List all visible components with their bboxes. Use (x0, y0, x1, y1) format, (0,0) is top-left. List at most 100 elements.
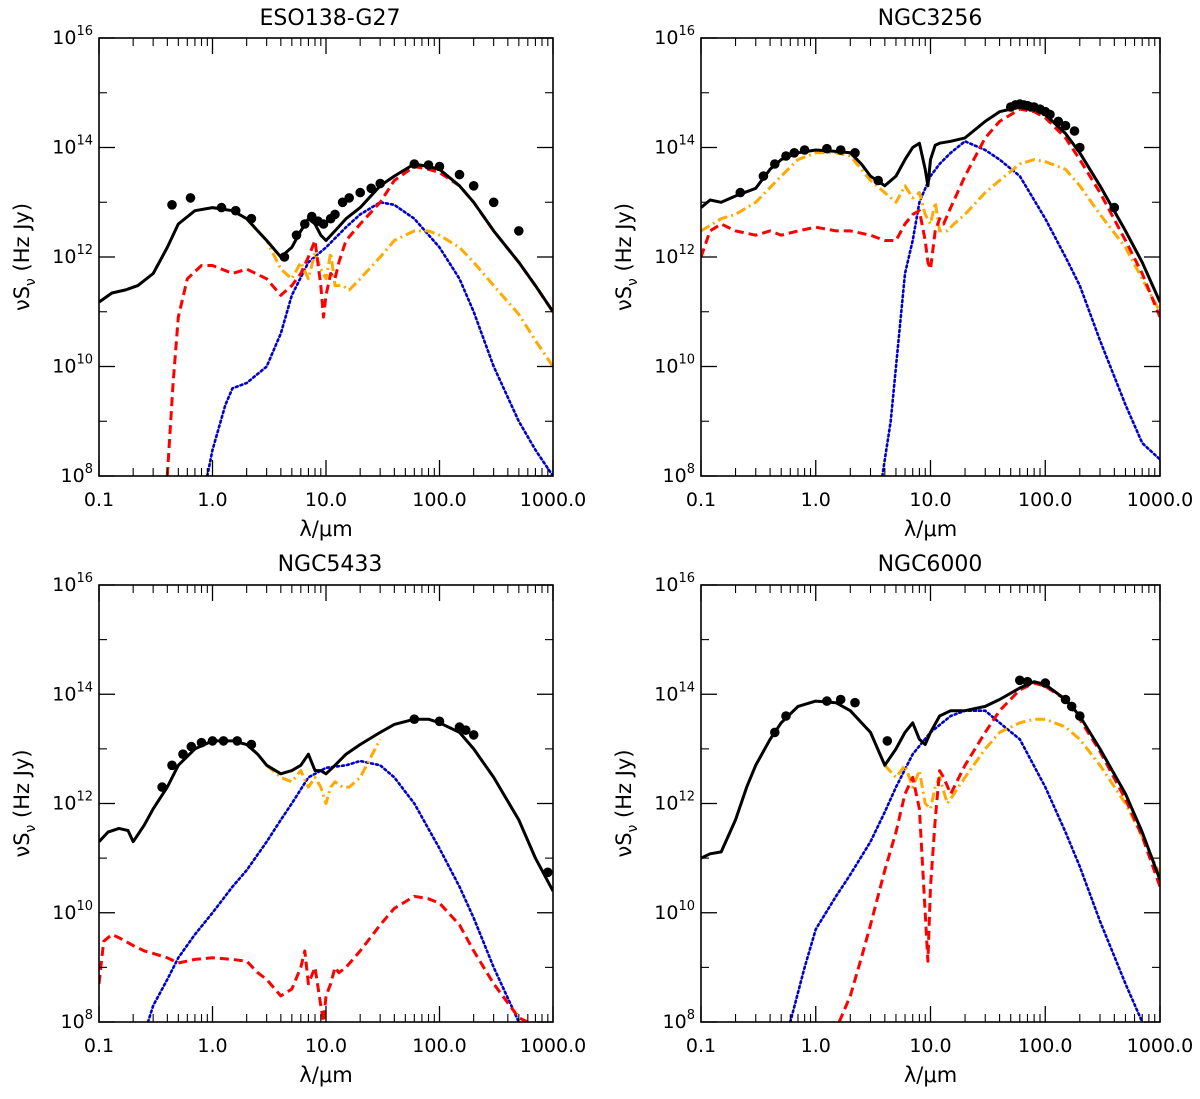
data-point (781, 711, 791, 721)
data-point (735, 187, 746, 198)
x-tick-label: 0.1 (84, 489, 114, 511)
panel-4: NGC6000 0.1 1.0 10.0 100.0 1000.0 108 1010 1012… (612, 552, 1193, 1087)
data-point (157, 782, 167, 792)
y-tick-label: 1014 (52, 134, 93, 159)
y-tick-label: 1014 (52, 680, 93, 705)
data-point (186, 741, 197, 752)
y-tick-label: 1010 (52, 353, 93, 378)
x-tick-label: 100.0 (412, 1035, 466, 1057)
y-tick-label: 1012 (654, 790, 695, 815)
data-point (1066, 701, 1077, 712)
data-point (434, 716, 445, 727)
data-point (1075, 711, 1085, 721)
series-dashed-line (701, 107, 1160, 318)
x-tick-label: 10.0 (305, 1035, 347, 1057)
data-point (216, 202, 227, 213)
series-dotted-line (881, 140, 1160, 476)
data-point (822, 143, 832, 154)
y-axis-label: νSν (Hz Jy) (10, 749, 39, 857)
axes-frame (700, 584, 1161, 1023)
data-point (196, 737, 207, 748)
y-tick-label: 108 (61, 1008, 93, 1033)
data-point (850, 148, 860, 158)
data-point (366, 183, 377, 194)
data-point (781, 151, 791, 161)
data-point (1109, 202, 1120, 213)
x-tick-label: 1000.0 (1127, 489, 1193, 511)
data-point (1075, 142, 1085, 153)
data-point (1022, 676, 1033, 687)
x-axis-label: λ/μm (299, 1063, 352, 1087)
y-tick-label: 108 (61, 462, 93, 487)
y-tick-label: 1016 (654, 24, 695, 49)
x-axis-label: λ/μm (904, 1063, 957, 1087)
y-tick-label: 1014 (654, 134, 695, 159)
x-tick-label: 0.1 (84, 1035, 114, 1057)
x-tick-label: 10.0 (909, 489, 951, 511)
y-tick-label: 1012 (654, 243, 695, 268)
series-solid-line (99, 162, 553, 313)
y-tick-label: 1012 (52, 790, 93, 815)
y-axis-label: νSν (Hz Jy) (612, 749, 641, 857)
data-point (279, 252, 290, 262)
data-point (873, 175, 883, 186)
plot-area (701, 99, 1160, 476)
series-dashdot-line (883, 717, 1160, 876)
y-tick-label: 1014 (654, 680, 695, 705)
series-solid-line (701, 105, 1160, 303)
series-dashdot-line (265, 738, 382, 805)
data-point (355, 187, 366, 198)
data-point (207, 736, 218, 746)
data-point (232, 736, 242, 746)
data-point (882, 736, 893, 746)
data-point (1060, 694, 1071, 705)
data-point (488, 197, 499, 208)
panel-title-3: NGC5433 (278, 552, 383, 577)
data-point (1015, 675, 1025, 686)
data-point (822, 696, 832, 706)
plot-area (701, 675, 1160, 1022)
x-tick-label: 10.0 (305, 489, 347, 511)
axes-frame (700, 37, 1161, 477)
y-tick-label: 1012 (52, 243, 93, 268)
data-point (246, 739, 257, 750)
x-tick-label: 100.0 (412, 489, 466, 511)
series-solid-line (701, 680, 1160, 881)
x-tick-label: 0.1 (686, 489, 716, 511)
data-point (300, 219, 310, 229)
data-point (218, 736, 229, 746)
data-point (514, 226, 524, 236)
y-tick-label: 108 (663, 1008, 695, 1033)
plot-area (99, 714, 553, 1022)
data-point (460, 725, 471, 735)
data-point (758, 171, 769, 181)
x-tick-label: 1000.0 (1127, 1035, 1193, 1057)
x-tick-label: 1.0 (801, 1035, 831, 1057)
y-tick-label: 1016 (52, 24, 93, 49)
series-dotted-line (146, 759, 521, 1022)
data-point (1053, 116, 1064, 127)
data-point (409, 714, 420, 724)
y-tick-label: 1010 (654, 353, 695, 378)
data-point (185, 193, 196, 203)
data-point (409, 159, 420, 169)
panel-1: ESO138-G27 0.1 1.0 10.0 100.0 1000.0 108 1010 1… (10, 6, 586, 541)
data-point (167, 760, 177, 771)
x-tick-label: 0.1 (686, 1035, 716, 1057)
series-dotted-line (206, 201, 553, 476)
y-axis-label: νSν (Hz Jy) (10, 203, 39, 311)
data-point (799, 145, 810, 155)
data-point (423, 160, 434, 170)
x-tick-label: 1000.0 (520, 1035, 586, 1057)
panel-3: NGC5433 0.1 1.0 10.0 100.0 1000.0 108 1010 1012… (10, 552, 586, 1087)
y-tick-label: 1010 (654, 899, 695, 924)
y-tick-label: 1016 (52, 571, 93, 596)
data-point (375, 178, 386, 189)
panel-2: NGC3256 0.1 1.0 10.0 100.0 1000.0 108 1010 1012… (612, 6, 1193, 541)
x-tick-label: 1.0 (197, 489, 227, 511)
data-point (230, 205, 241, 216)
data-point (291, 230, 302, 240)
x-axis-label: λ/μm (904, 517, 957, 541)
data-point (330, 209, 340, 220)
series-dashed-line (99, 894, 529, 1022)
